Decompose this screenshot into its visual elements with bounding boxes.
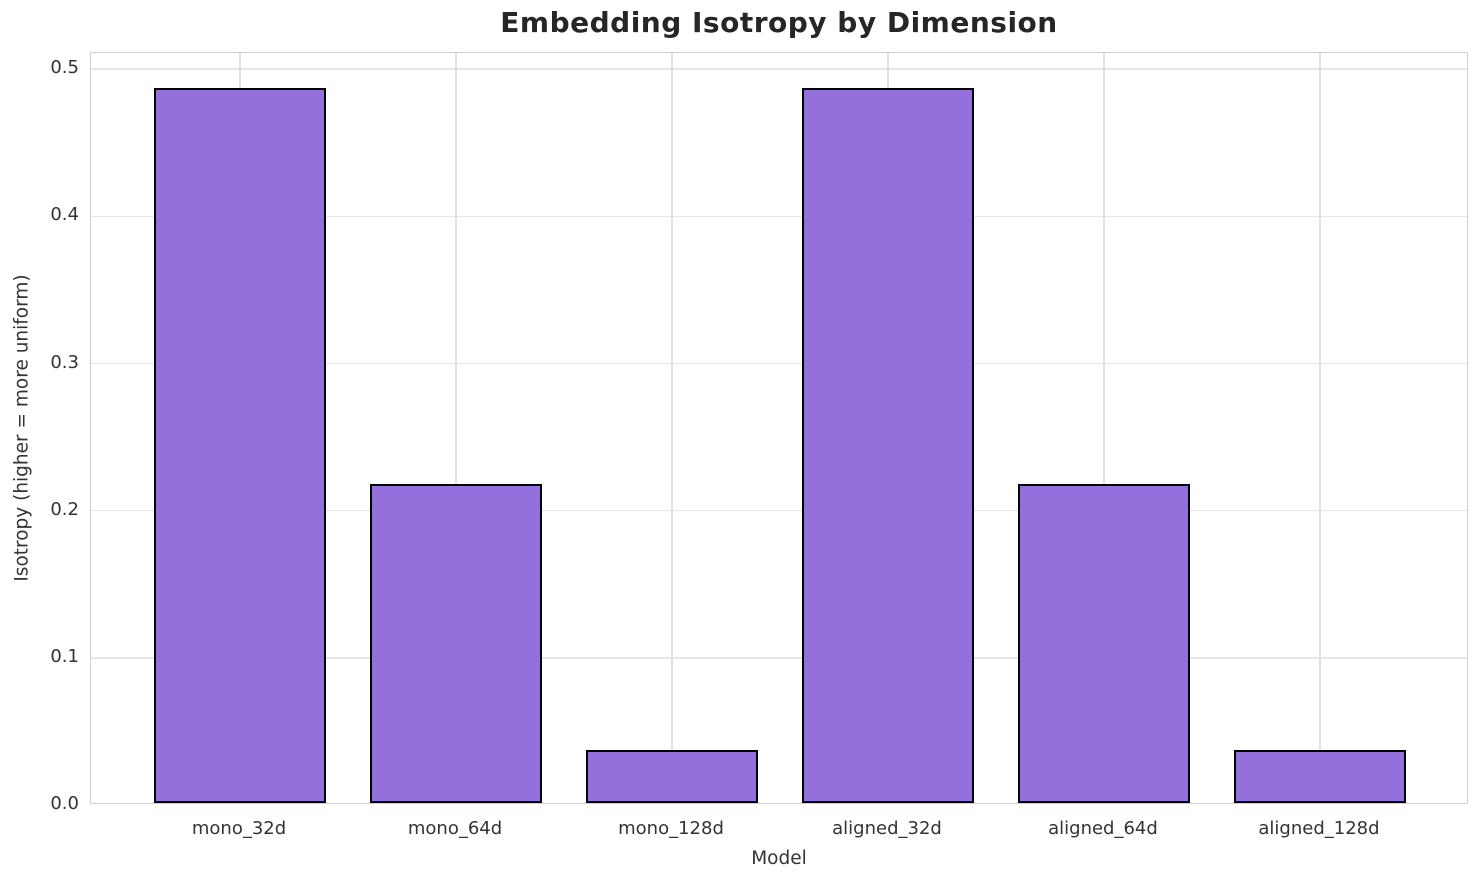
plot-area — [90, 52, 1468, 804]
horizontal-gridline — [91, 657, 1467, 659]
bar-aligned_64d — [1017, 483, 1191, 803]
bar-aligned_32d — [801, 87, 975, 803]
vertical-gridline — [1103, 53, 1105, 803]
y-tick-label: 0.4 — [50, 204, 79, 226]
x-tick-label: mono_128d — [618, 818, 724, 839]
x-tick-label: mono_64d — [407, 818, 503, 839]
x-tick-label: aligned_32d — [832, 818, 942, 839]
x-tick-label: aligned_128d — [1258, 818, 1380, 839]
x-tick-label: aligned_64d — [1048, 818, 1158, 839]
y-tick-label: 0.5 — [50, 57, 79, 79]
horizontal-gridline — [91, 68, 1467, 70]
y-tick-label: 0.1 — [50, 645, 79, 667]
horizontal-gridline — [91, 215, 1467, 218]
y-axis-label: Isotropy (higher = more uniform) — [11, 274, 33, 582]
bar-mono_32d — [153, 87, 327, 803]
bar-mono_128d — [585, 750, 759, 803]
vertical-gridline — [671, 53, 673, 803]
horizontal-gridline — [91, 509, 1467, 512]
chart-title: Embedding Isotropy by Dimension — [500, 6, 1058, 39]
bar-aligned_128d — [1233, 750, 1407, 803]
bar-mono_64d — [369, 483, 543, 803]
vertical-gridline — [455, 53, 457, 803]
y-tick-label: 0.2 — [50, 498, 79, 520]
y-tick-label: 0.0 — [50, 793, 79, 814]
y-tick-label: 0.3 — [50, 351, 79, 373]
horizontal-gridline — [91, 362, 1467, 365]
vertical-gridline — [1319, 53, 1321, 803]
x-axis-label: Model — [751, 848, 807, 869]
x-tick-label: mono_32d — [191, 818, 287, 839]
